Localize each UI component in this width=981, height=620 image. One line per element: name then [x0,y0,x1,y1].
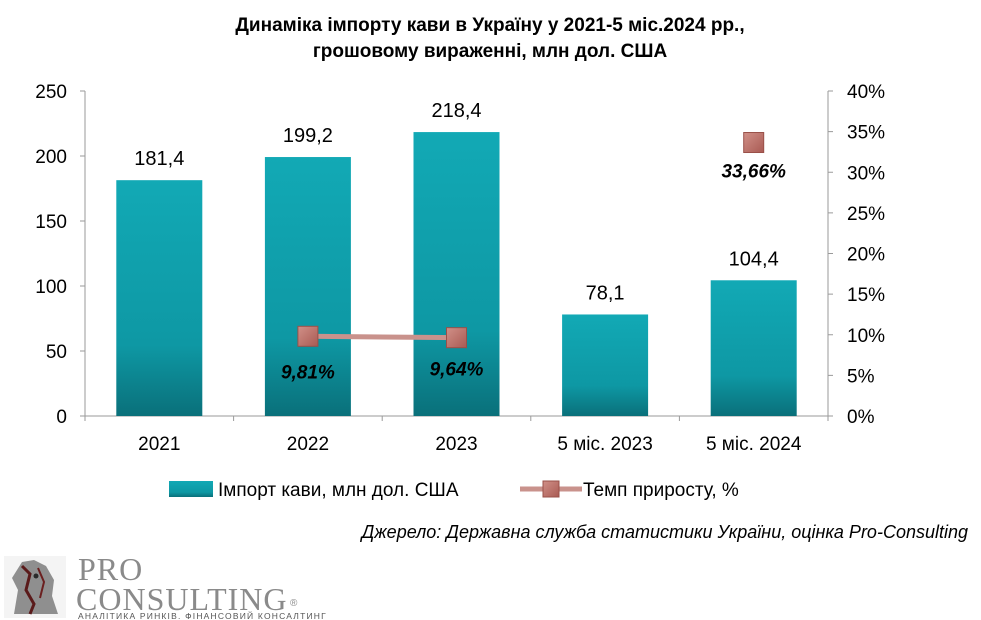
legend-swatch-marker [542,480,560,498]
legend-swatch-bar [169,481,213,497]
y-right-tick-label: 25% [847,204,885,225]
y-left-tick-label: 0 [56,407,67,428]
growth-line-segment [307,333,457,341]
logo: PRO CONSULTING ® АНАЛІТИКА РИНКІВ. ФІНАН… [4,551,327,620]
logo-consulting-text: CONSULTING [76,581,288,617]
growth-point-3 [446,327,467,349]
y-right-tick-label: 15% [847,285,885,306]
y-right-tick-label: 30% [847,163,885,184]
bar-5 [710,280,797,416]
x-tick-label: 5 міс. 2024 [706,434,802,455]
y-left-tick-label: 250 [35,82,67,103]
legend-label-line: Темп приросту, % [583,480,739,501]
x-tick-label: 5 міс. 2023 [557,434,652,455]
y-right-tick-label: 40% [847,82,885,103]
y-left-tick-label: 50 [46,342,67,363]
bar-1 [116,180,203,416]
logo-tagline: АНАЛІТИКА РИНКІВ. ФІНАНСОВИЙ КОНСАЛТИНГ [78,610,327,620]
y-right-tick-label: 0% [847,407,875,428]
bar-value-label: 218,4 [431,100,481,122]
y-left-tick-label: 200 [35,147,67,168]
legend: Імпорт кави, млн дол. США Темп приросту, … [169,480,739,501]
growth-value-label: 33,66% [721,162,786,183]
horse-head-icon [4,556,66,618]
x-tick-label: 2022 [287,434,329,455]
chart-title-line-2: грошовому вираженні, млн дол. США [313,41,668,62]
bar-2 [264,157,351,417]
growth-point-5 [743,132,765,154]
y-right-tick-label: 10% [847,326,885,347]
y-right-tick-label: 5% [847,366,875,387]
x-tick-label: 2021 [138,434,180,455]
plot-area: 0 50 100 150 200 250 0% 5% 10% 15% 20% 25% 30% 35% 40%… [35,82,885,455]
logo-registered-mark: ® [290,598,298,609]
source-note: Джерело: Державна служба статистики Укра… [360,522,968,542]
bar-value-label: 199,2 [283,125,333,147]
x-tick-label: 2023 [435,434,477,455]
growth-value-label: 9,64% [430,360,484,381]
bar-value-label: 104,4 [729,248,779,270]
legend-label-bar: Імпорт кави, млн дол. США [218,480,459,501]
bar-4 [562,314,649,416]
bar-value-label: 78,1 [586,282,625,304]
chart-title-line-1: Динаміка імпорту кави в Україну у 2021-5… [235,15,744,36]
bar-value-label: 181,4 [134,148,184,170]
y-left-tick-label: 150 [35,212,67,233]
logo-pro-text: PRO [78,551,143,587]
growth-value-label: 9,81% [281,362,335,383]
y-left-tick-label: 100 [35,277,67,298]
bar-3 [413,132,500,416]
y-right-tick-label: 35% [847,123,885,144]
y-right-tick-label: 20% [847,245,885,266]
growth-point-2 [297,325,319,347]
